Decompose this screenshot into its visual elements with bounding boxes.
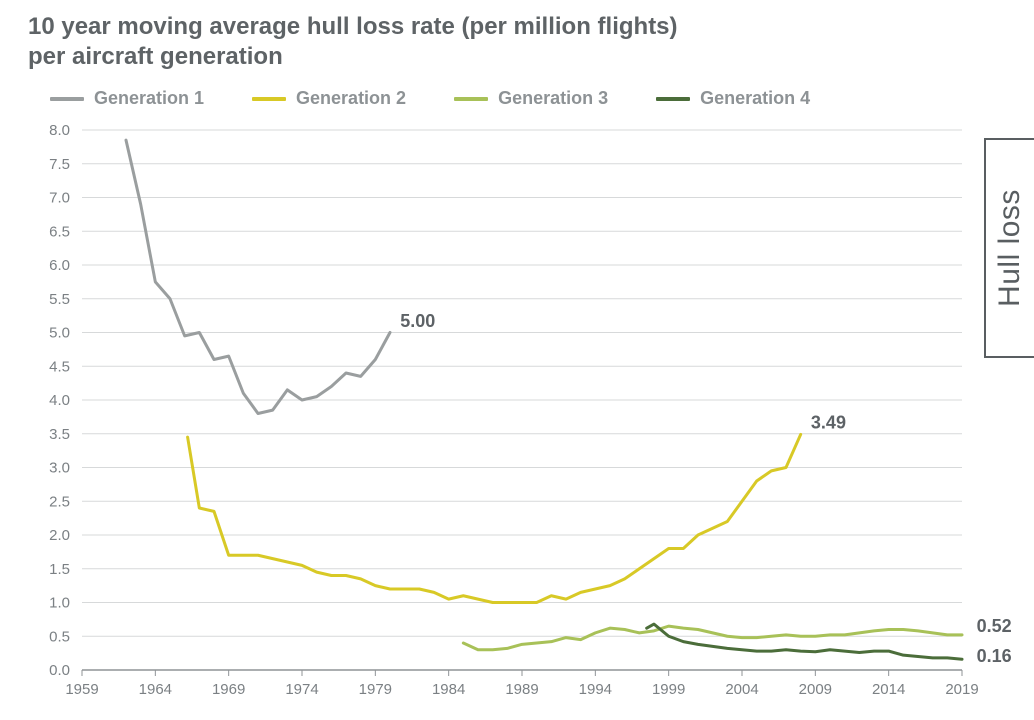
- x-tick-label: 2019: [945, 681, 978, 698]
- x-tick-label: 2009: [799, 681, 832, 698]
- x-tick-label: 1974: [285, 681, 318, 698]
- x-tick-label: 1964: [139, 681, 172, 698]
- x-tick-label: 1984: [432, 681, 465, 698]
- y-tick-label: 3.0: [49, 460, 70, 477]
- series-end-label: 0.52: [977, 616, 1012, 636]
- y-tick-label: 0.5: [49, 628, 70, 645]
- y-tick-label: 0.0: [49, 662, 70, 679]
- y-tick-label: 6.0: [49, 257, 70, 274]
- x-axis-ticks: 1959 1964 1969 1974 1979 1984 1989 1994 1999 2004…: [65, 670, 978, 698]
- y-tick-label: 8.0: [49, 122, 70, 139]
- y-axis-ticks: 0.0 0.5 1.0 1.5 2.0 2.5 3.0 3.5 4.0 4.5 5.0 5.5 6.0 6…: [49, 122, 70, 679]
- gridlines: [82, 130, 962, 670]
- x-tick-label: 2004: [725, 681, 758, 698]
- series-end-label: 5.00: [400, 311, 435, 331]
- side-label-box: Hull loss: [984, 138, 1034, 358]
- x-tick-label: 1979: [359, 681, 392, 698]
- y-tick-label: 2.5: [49, 493, 70, 510]
- y-tick-label: 5.5: [49, 291, 70, 308]
- side-label-text: Hull loss: [993, 189, 1027, 307]
- series-line: [188, 434, 801, 602]
- x-tick-label: 2014: [872, 681, 905, 698]
- x-tick-label: 1999: [652, 681, 685, 698]
- chart-svg: 0.0 0.5 1.0 1.5 2.0 2.5 3.0 3.5 4.0 4.5 5.0 5.5 6.0 6…: [0, 0, 1034, 720]
- end-annotations: 5.00 3.49 0.52 0.16: [400, 311, 1011, 666]
- x-tick-label: 1994: [579, 681, 612, 698]
- y-tick-label: 7.5: [49, 156, 70, 173]
- y-tick-label: 4.5: [49, 358, 70, 375]
- series-end-label: 3.49: [811, 412, 846, 432]
- x-tick-label: 1969: [212, 681, 245, 698]
- y-tick-label: 5.0: [49, 325, 70, 342]
- x-tick-label: 1959: [65, 681, 98, 698]
- y-tick-label: 1.5: [49, 561, 70, 578]
- series-line: [126, 140, 390, 413]
- y-tick-label: 1.0: [49, 595, 70, 612]
- y-tick-label: 7.0: [49, 190, 70, 207]
- x-tick-label: 1989: [505, 681, 538, 698]
- y-tick-label: 6.5: [49, 223, 70, 240]
- y-tick-label: 4.0: [49, 392, 70, 409]
- chart-container: 10 year moving average hull loss rate (p…: [0, 0, 1034, 720]
- y-tick-label: 3.5: [49, 426, 70, 443]
- y-tick-label: 2.0: [49, 527, 70, 544]
- series-end-label: 0.16: [977, 646, 1012, 666]
